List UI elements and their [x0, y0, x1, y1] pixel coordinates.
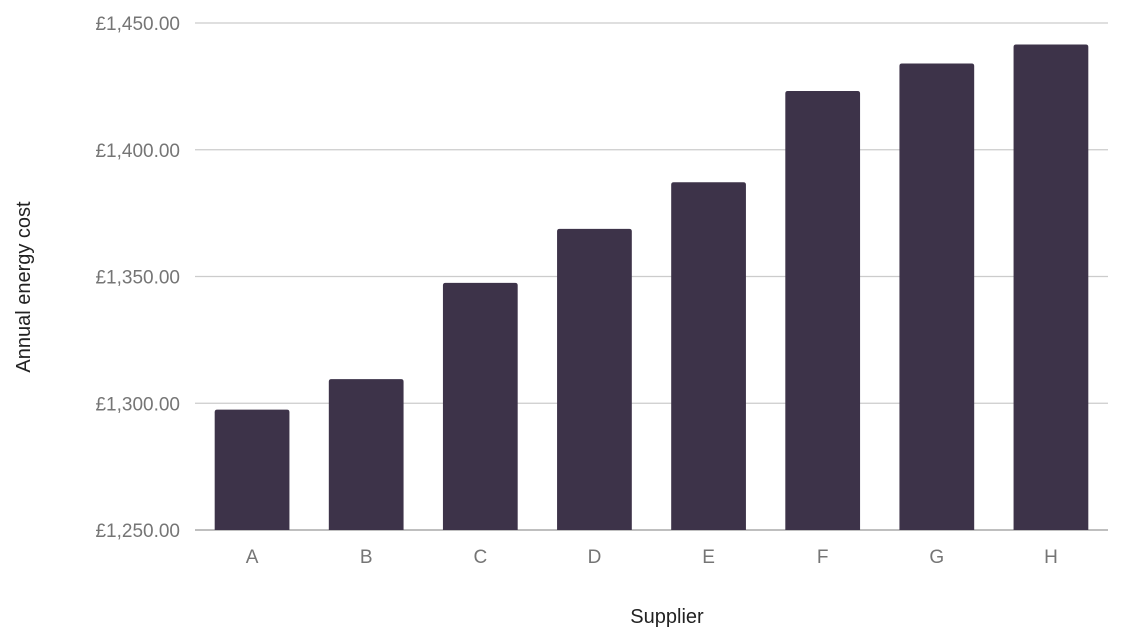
x-axis-ticks: A B C D E F G H: [246, 547, 1058, 568]
bar-a: [214, 409, 290, 530]
bar-e: [671, 182, 746, 530]
x-axis-title: Supplier: [630, 606, 704, 628]
y-tick-label: £1,300.00: [95, 394, 180, 415]
y-tick-label: £1,400.00: [95, 141, 180, 162]
bar-f: [785, 90, 861, 531]
y-tick-label: £1,450.00: [95, 14, 180, 35]
x-tick-label: F: [817, 547, 829, 568]
bar-g: [899, 63, 975, 531]
x-tick-label: D: [588, 547, 602, 568]
x-tick-label: C: [473, 547, 487, 568]
bars: [214, 44, 1089, 531]
bar-c: [442, 282, 518, 530]
x-tick-label: E: [702, 547, 715, 568]
y-tick-label: £1,250.00: [95, 521, 180, 542]
bar-d: [557, 228, 632, 531]
x-tick-label: H: [1044, 547, 1058, 568]
x-tick-label: A: [246, 547, 259, 568]
bar-b: [328, 379, 404, 530]
x-tick-label: G: [929, 547, 944, 568]
bar-h: [1013, 44, 1089, 531]
x-tick-label: B: [360, 547, 373, 568]
y-tick-label: £1,350.00: [95, 268, 180, 289]
y-axis-ticks: £1,250.00 £1,300.00 £1,350.00 £1,400.00 £1,4…: [95, 14, 180, 542]
y-axis-title: Annual energy cost: [13, 201, 35, 373]
